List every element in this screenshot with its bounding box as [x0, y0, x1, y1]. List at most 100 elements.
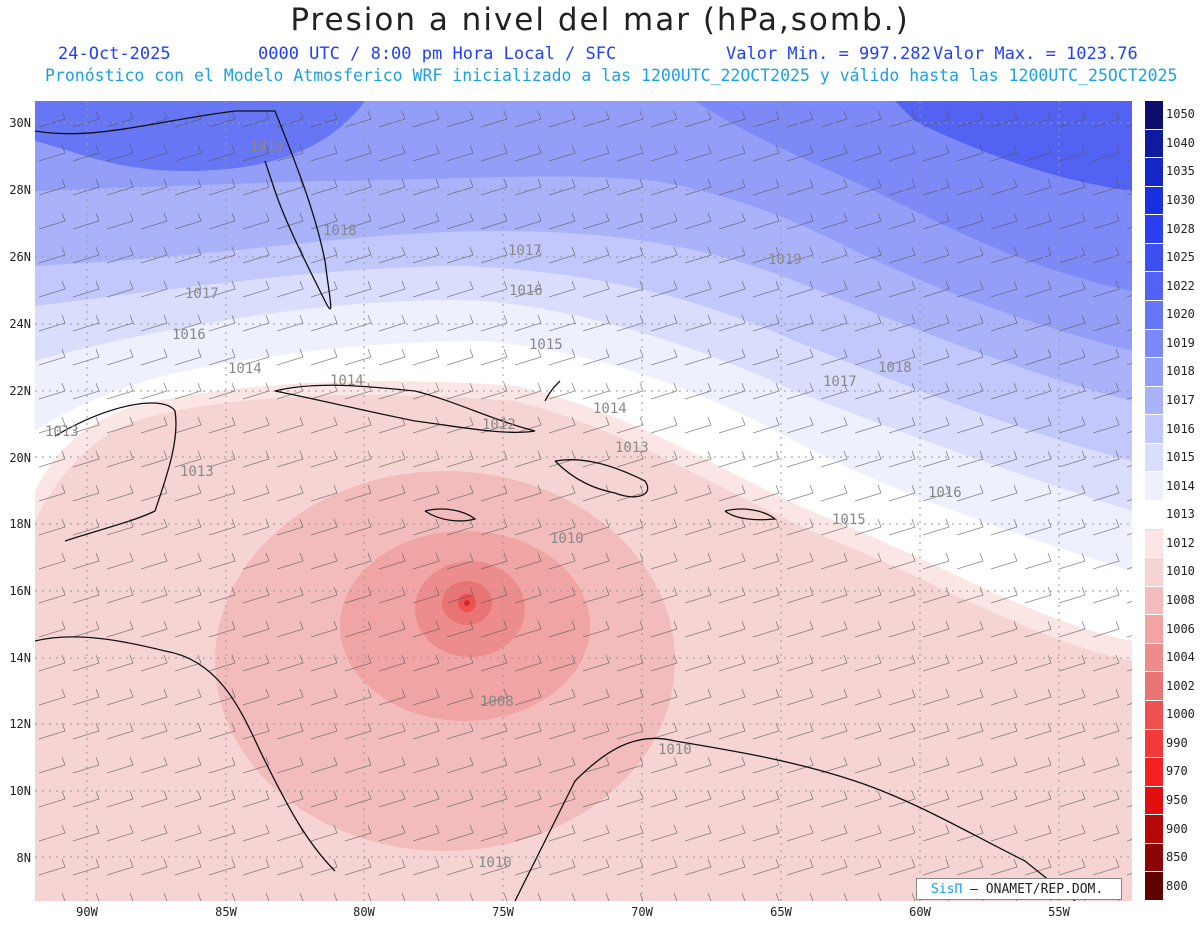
pressure-color-legend — [1145, 101, 1163, 901]
contour-label: 1013 — [615, 440, 649, 456]
lon-label: 90W — [76, 905, 98, 919]
legend-swatch — [1145, 243, 1163, 273]
lat-lon-grid — [35, 101, 1132, 901]
contour-label: 1019 — [768, 252, 802, 268]
legend-swatch — [1145, 672, 1163, 701]
contour-label: 1015 — [832, 512, 866, 528]
legend-label: 1000 — [1166, 707, 1195, 722]
brand-name: SisΠ — [931, 882, 963, 897]
contour-label: 1014 — [228, 361, 262, 377]
legend-swatch — [1145, 758, 1163, 787]
map-canvas: 1019 1018 1017 1017 1016 1016 1015 1014 … — [35, 101, 1132, 901]
lat-label: 14N — [9, 651, 31, 665]
legend-swatch — [1145, 701, 1163, 730]
coastlines — [35, 110, 1076, 901]
legend-swatch — [1145, 215, 1163, 244]
legend-label: 1017 — [1166, 393, 1195, 407]
legend-label: 1006 — [1166, 621, 1195, 636]
lat-label: 18N — [9, 517, 31, 531]
contour-labels: 1019 1018 1017 1017 1016 1016 1015 1014 … — [45, 139, 962, 871]
legend-swatch — [1145, 843, 1163, 873]
lon-label: 65W — [770, 905, 792, 919]
contour-label: 1010 — [658, 742, 692, 758]
legend-swatch — [1145, 872, 1163, 901]
contour-label: 1016 — [172, 327, 206, 343]
contour-label: 1008 — [480, 694, 514, 710]
max-value: Valor Max. = 1023.76 — [933, 44, 1138, 64]
legend-swatch — [1145, 386, 1163, 416]
legend-label: 970 — [1166, 764, 1188, 779]
contour-label: 1014 — [330, 373, 364, 389]
lat-label: 12N — [9, 717, 31, 731]
contour-label: 1016 — [509, 283, 543, 299]
credit-text: – ONAMET/REP.DOM. — [970, 882, 1104, 897]
legend-swatch — [1145, 443, 1163, 473]
legend-label: 1014 — [1166, 478, 1195, 493]
contour-label: 1017 — [185, 286, 219, 302]
legend-swatch — [1145, 558, 1163, 587]
legend-swatch — [1145, 729, 1163, 759]
contour-label: 1015 — [529, 337, 563, 353]
contour-label: 1012 — [482, 417, 516, 433]
legend-swatch — [1145, 158, 1163, 187]
pressure-map: 1019 1018 1017 1017 1016 1016 1015 1014 … — [35, 101, 1132, 901]
legend-swatch — [1145, 529, 1163, 559]
lon-label: 60W — [909, 905, 931, 919]
valid-date: 24-Oct-2025 — [58, 44, 171, 64]
legend-swatch — [1145, 329, 1163, 359]
legend-label: 1015 — [1166, 450, 1195, 465]
legend-label: 800 — [1166, 878, 1188, 893]
contour-label: 1017 — [823, 374, 857, 390]
legend-label: 1030 — [1166, 193, 1195, 207]
wind-barbs — [35, 101, 1132, 901]
legend-label: 1012 — [1166, 535, 1195, 550]
contour-label: 1010 — [550, 531, 584, 547]
legend-swatch — [1145, 472, 1163, 501]
lat-label: 22N — [9, 384, 31, 398]
lon-label: 85W — [215, 905, 237, 919]
lat-label: 26N — [9, 250, 31, 264]
lon-label: 75W — [492, 905, 514, 919]
contour-label: 1013 — [45, 424, 79, 440]
legend-swatch — [1145, 643, 1163, 673]
legend-swatch — [1145, 358, 1163, 387]
contour-label: 1018 — [323, 223, 357, 239]
valid-time: 0000 UTC / 8:00 pm Hora Local / SFC — [258, 44, 617, 64]
contour-label: 1017 — [508, 243, 542, 259]
legend-label: 1010 — [1166, 564, 1195, 579]
legend-swatch — [1145, 186, 1163, 216]
legend-label: 1008 — [1166, 593, 1195, 607]
legend-label: 1025 — [1166, 250, 1195, 265]
legend-swatch — [1145, 815, 1163, 844]
legend-label: 1050 — [1166, 107, 1195, 122]
contour-label: 1018 — [878, 360, 912, 376]
model-info: Pronóstico con el Modelo Atmosferico WRF… — [45, 66, 1178, 85]
credit-box: SisΠ – ONAMET/REP.DOM. — [916, 878, 1122, 900]
lon-label: 55W — [1048, 905, 1070, 919]
legend-label: 1028 — [1166, 221, 1195, 236]
lat-label: 16N — [9, 584, 31, 598]
legend-label: 1035 — [1166, 164, 1195, 179]
legend-swatch — [1145, 301, 1163, 330]
legend-label: 950 — [1166, 793, 1188, 807]
contour-label: 1016 — [928, 485, 962, 501]
map-title: Presion a nivel del mar (hPa,somb.) — [290, 2, 910, 38]
legend-label: 1019 — [1166, 335, 1195, 350]
lat-label: 30N — [9, 116, 31, 130]
legend-label: 1016 — [1166, 421, 1195, 436]
lat-label: 24N — [9, 317, 31, 331]
legend-swatch — [1145, 129, 1163, 159]
contour-label: 1014 — [593, 401, 627, 417]
legend-swatch — [1145, 101, 1163, 130]
legend-swatch — [1145, 501, 1163, 530]
contour-label: 1019 — [250, 139, 284, 155]
legend-label: 900 — [1166, 821, 1188, 836]
lat-label: 10N — [9, 784, 31, 798]
legend-swatch — [1145, 615, 1163, 644]
legend-swatch — [1145, 586, 1163, 616]
legend-label: 1002 — [1166, 678, 1195, 693]
contour-label: 1013 — [180, 464, 214, 480]
legend-label: 1040 — [1166, 135, 1195, 150]
legend-label: 1004 — [1166, 650, 1195, 665]
legend-swatch — [1145, 272, 1163, 301]
